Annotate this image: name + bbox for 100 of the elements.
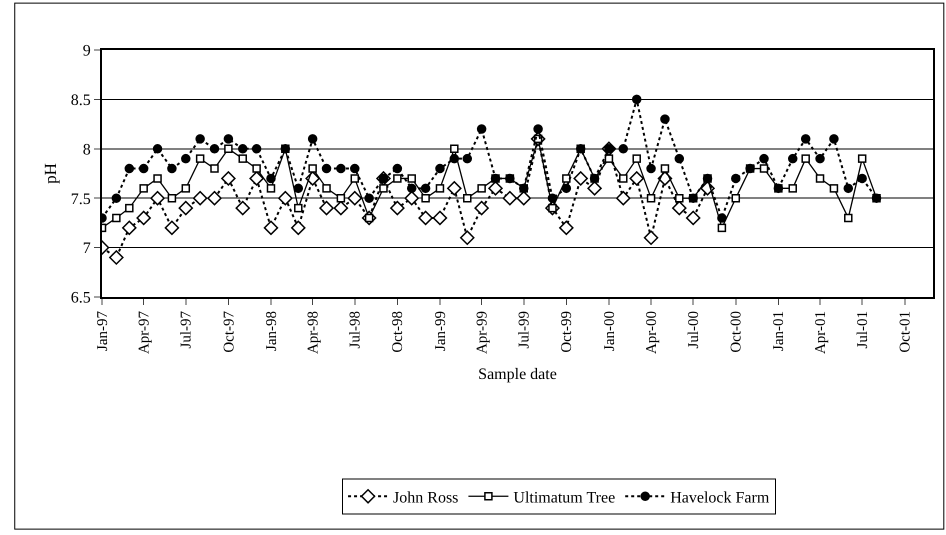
x-tick-label: Apr-98 [306,311,322,354]
x-tick-label: Jul-00 [686,311,702,348]
point [488,181,503,196]
point [322,184,331,193]
point [616,190,631,206]
point [224,144,233,154]
point [124,164,134,174]
point [420,184,430,194]
point [559,220,574,236]
point [447,181,462,196]
point [379,184,388,193]
point [294,184,304,194]
point [182,184,190,193]
point [644,230,658,245]
point [476,124,486,134]
point [392,164,402,174]
point [235,200,250,216]
point [788,184,797,193]
x-tick-label: Jul-98 [348,311,364,348]
point [462,154,472,164]
point [196,154,204,163]
point [336,164,346,174]
y-axis-title: pH [40,163,60,184]
x-tick-label: Apr-00 [644,311,660,354]
point [319,200,334,216]
x-tick-label: Jan-97 [94,310,111,351]
y-tick-label: 9 [82,42,91,60]
point [181,154,191,164]
point [474,200,489,216]
point [660,114,670,124]
point [548,193,558,203]
point [562,184,572,194]
point [138,164,148,174]
point [336,194,346,202]
point [533,124,543,134]
point [112,214,121,222]
x-tick-label: Apr-97 [136,310,153,354]
point [801,154,810,163]
legend-label: John Ross [393,490,458,506]
point [759,154,769,164]
point [207,190,222,206]
point [858,154,866,163]
point [463,194,472,202]
point [516,190,531,206]
point [224,134,234,144]
x-tick-label: Apr-99 [474,311,490,354]
point [421,194,430,202]
point [278,190,293,206]
point [717,213,727,223]
y-tick-label: 8 [82,141,91,158]
point [632,94,642,104]
x-tick-label: Oct-01 [898,311,914,353]
point [308,134,318,144]
point [350,174,360,183]
point [800,134,810,144]
point [460,230,475,245]
point [477,184,486,193]
point [436,184,444,193]
point [178,200,194,216]
point [364,193,374,203]
point [788,154,798,164]
x-tick-label: Jan-01 [771,311,788,351]
y-tick-label: 6.5 [70,290,91,307]
point [686,210,700,226]
point [632,154,641,163]
x-tick-label: Jan-98 [264,311,280,351]
legend-label: Ultimatum Tree [513,490,616,506]
point [112,193,122,203]
point [432,210,448,226]
point [125,204,134,212]
point [646,164,656,174]
point [350,164,360,174]
point [252,164,261,173]
point [122,220,137,236]
point [844,214,853,222]
point [450,154,460,164]
legend-label: Havelock Farm [670,490,770,506]
point [629,171,644,186]
point [136,210,151,226]
point [109,250,124,265]
point [266,174,276,184]
point [573,171,588,186]
point [153,174,162,183]
point [348,190,362,206]
point [334,200,348,216]
x-tick-label: Jul-97 [178,310,195,348]
point [390,200,405,216]
x-tick-label: Jan-99 [432,311,449,351]
point [618,144,628,154]
point [152,144,162,154]
y-tick-label: 7 [82,240,91,258]
point [167,164,177,174]
x-tick-label: Jan-00 [602,311,618,351]
point [815,154,825,164]
point [502,190,518,206]
point [674,154,684,164]
y-tick-label: 7.5 [70,190,91,208]
point [210,144,220,154]
point [435,164,445,174]
point [418,210,433,226]
